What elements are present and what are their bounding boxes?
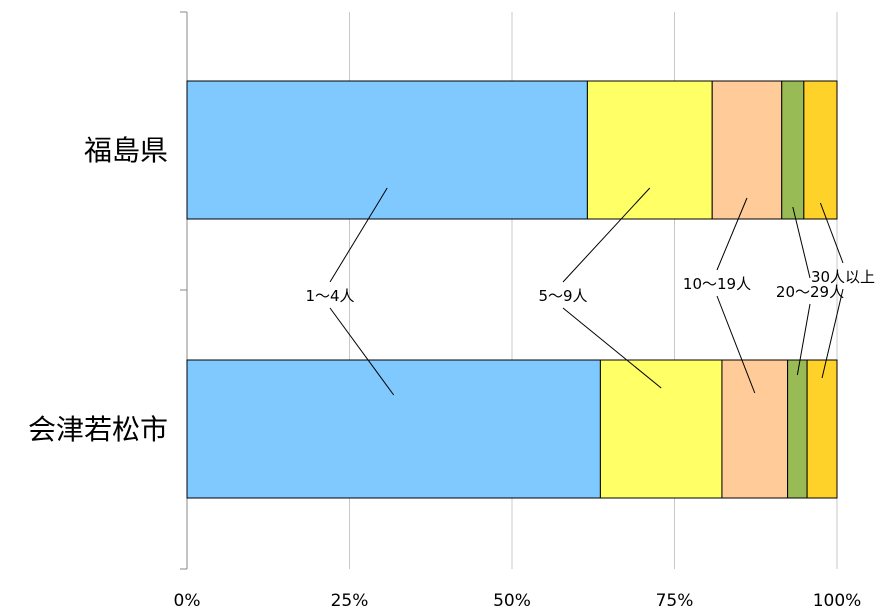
series-label: 1～4人 [305,287,354,305]
x-tick-label: 25% [331,591,369,611]
bar-segment [806,359,838,499]
series-label: 10～19人 [683,275,751,293]
series-label: 20～29人 [776,283,844,301]
leader-line [329,307,395,396]
x-tick-label: 75% [656,591,694,611]
leader-line [716,197,748,271]
leader-line [821,288,844,379]
category-label: 会津若松市 [28,413,168,446]
x-tick-label: 50% [493,591,531,611]
leader-line [796,303,811,376]
x-tick-labels: 0% 25% 50% 75% 100% [174,591,862,611]
leader-line [562,187,651,283]
bar-segment [721,359,789,499]
category-axis [180,11,188,570]
bar-segment [787,359,808,499]
series-label: 30人以上 [811,268,875,286]
x-tick-label: 100% [813,591,862,611]
bar-segment [803,80,838,220]
bar-segment [586,80,713,220]
bars [186,80,838,499]
bar-segment [599,359,723,499]
series-label: 5～9人 [538,287,587,305]
x-tick-label: 0% [174,591,201,611]
leader-line [716,295,756,394]
leader-line [819,202,844,264]
bar-segment [781,80,805,220]
leader-line [329,187,388,283]
bar-segment [711,80,783,220]
category-label: 福島県 [84,134,168,167]
bar-segment [186,359,601,499]
leader-line [562,307,662,389]
bar-segment [186,80,588,220]
leader-line [792,206,811,279]
